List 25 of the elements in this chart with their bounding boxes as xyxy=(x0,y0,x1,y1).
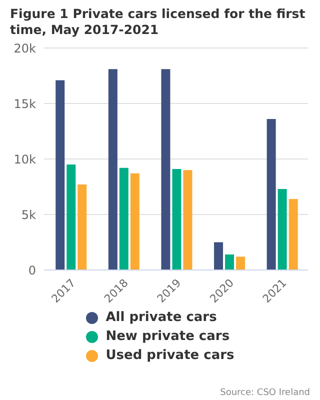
bar xyxy=(288,198,298,270)
bar xyxy=(130,173,140,270)
y-tick-label: 15k xyxy=(14,96,36,111)
bar xyxy=(108,69,118,270)
bar xyxy=(78,184,87,270)
y-tick-label: 0 xyxy=(28,263,36,278)
chart-title: Figure 1 Private cars licensed for the first time, May 2017-2021 xyxy=(9,6,306,38)
bar xyxy=(56,80,65,270)
legend-label: New private cars xyxy=(104,328,231,346)
bar xyxy=(236,256,246,270)
legend-label: Used private cars xyxy=(104,347,234,365)
bar xyxy=(214,242,224,270)
bar xyxy=(161,69,170,270)
y-tick-label: 20k xyxy=(14,41,36,56)
source-note: Source: CSO Ireland xyxy=(220,388,310,398)
bar xyxy=(183,170,192,270)
bar xyxy=(119,168,128,270)
bar xyxy=(172,168,182,270)
y-tick-label: 10k xyxy=(14,152,36,166)
y-tick-label: 5k xyxy=(21,208,36,222)
legend-label: All private cars xyxy=(104,309,218,327)
bar xyxy=(278,188,287,270)
bar xyxy=(66,164,76,270)
bar xyxy=(225,254,234,270)
bar xyxy=(266,119,276,270)
